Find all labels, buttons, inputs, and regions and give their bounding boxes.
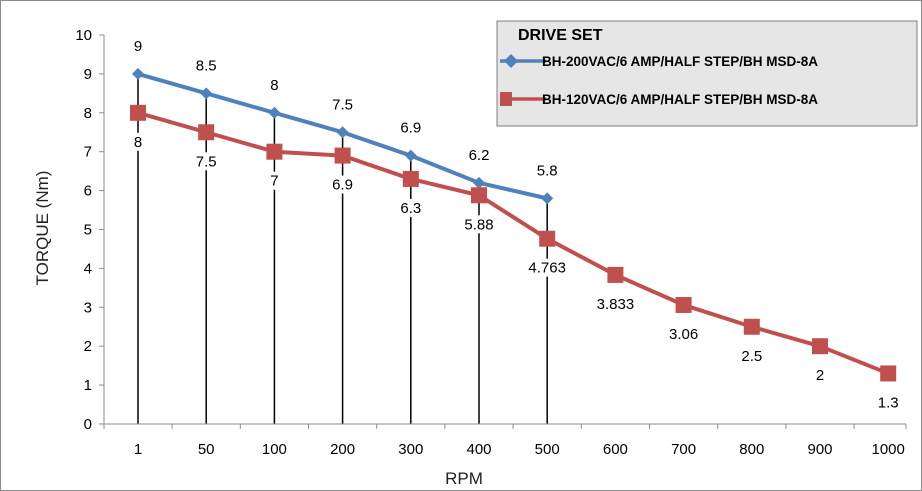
legend-box [496, 20, 918, 127]
y-tick-label: 8 [84, 105, 92, 122]
x-tick-label: 800 [739, 441, 764, 458]
y-tick-label: 7 [84, 144, 92, 161]
point-marker-series-2 [471, 187, 487, 204]
point-marker-series-1 [336, 126, 349, 139]
data-label-bg [661, 324, 706, 343]
data-label-series-2: 2 [816, 367, 824, 384]
point-marker-series-2 [266, 143, 283, 160]
y-tick-label: 5 [84, 222, 92, 239]
y-axis-title: TORQUE (Nm) [33, 171, 52, 286]
point-marker-series-2 [812, 338, 828, 355]
y-tick-label: 2 [84, 338, 92, 355]
point-marker-series-2 [539, 230, 556, 247]
x-tick-label: 50 [198, 441, 215, 458]
point-marker-series-1 [268, 106, 281, 119]
x-tick-label: 500 [535, 441, 560, 458]
x-tick-label: 400 [466, 441, 491, 458]
x-tick-label: 200 [330, 441, 355, 458]
data-label-series-2: 2.5 [741, 348, 762, 365]
point-marker-series-1 [404, 149, 417, 162]
data-label-series-2: 8 [134, 134, 142, 151]
data-label-bg [729, 346, 774, 365]
data-label-bg [320, 175, 365, 194]
legend-label-series-2: BH-120VAC/6 AMP/HALF STEP/BH MSD-8A [542, 92, 818, 107]
x-tick-label: 1 [134, 441, 142, 458]
y-tick-label: 0 [84, 416, 92, 433]
data-label-series-2: 7 [270, 173, 278, 190]
point-marker-series-2 [402, 170, 419, 187]
x-tick-label: 1000 [872, 441, 905, 458]
y-tick-label: 9 [84, 66, 92, 83]
data-label-series-1: 5.8 [537, 162, 558, 179]
data-label-bg [866, 393, 911, 412]
y-tick-label: 4 [84, 260, 92, 277]
data-label-series-1: 8.5 [196, 57, 217, 74]
y-tick-label: 3 [84, 299, 92, 316]
data-label-bg [252, 171, 297, 190]
y-tick-label: 6 [84, 183, 92, 200]
legend: DRIVE SET BH-200VAC/6 AMP/HALF STEP/BH M… [496, 20, 918, 127]
y-tick-label: 10 [75, 27, 92, 44]
legend-title: DRIVE SET [518, 27, 603, 44]
y-tick-label: 1 [84, 377, 92, 394]
data-label-series-1: 6.2 [469, 147, 490, 164]
point-marker-series-2 [198, 124, 215, 141]
data-label-bg [457, 215, 501, 234]
point-marker-series-2 [675, 296, 692, 313]
legend-marker-series-1 [504, 54, 518, 68]
x-tick-label: 100 [262, 441, 287, 458]
data-label-series-2: 1.3 [878, 394, 899, 411]
point-marker-series-1 [132, 67, 144, 80]
data-label-series-2: 6.9 [332, 177, 353, 194]
data-label-bg [116, 36, 160, 55]
point-marker-series-1 [200, 87, 213, 100]
x-tick-label: 700 [671, 441, 696, 458]
series-line-2 [137, 110, 889, 376]
data-label-bg [388, 198, 433, 217]
point-marker-series-1 [473, 176, 485, 189]
point-marker-series-2 [743, 318, 760, 335]
data-label-series-2: 3.833 [597, 296, 635, 313]
data-label-series-2: 3.06 [669, 326, 698, 343]
point-marker-series-2 [880, 365, 897, 382]
x-tick-label: 600 [603, 441, 628, 458]
data-label-series-2: 6.3 [400, 200, 421, 217]
plot-axes [99, 34, 907, 429]
legend-label-series-1: BH-200VAC/6 AMP/HALF STEP/BH MSD-8A [542, 54, 818, 69]
data-label-bg [388, 118, 433, 137]
data-label-series-1: 8 [270, 77, 278, 94]
legend-marker-series-2 [500, 92, 512, 106]
data-label-bg [525, 258, 570, 277]
data-label-bg [320, 95, 365, 114]
series-markers [130, 67, 897, 382]
data-label-bg [184, 56, 229, 75]
x-tick-label: 900 [807, 441, 832, 458]
point-marker-series-2 [607, 266, 624, 283]
data-label-bg [184, 152, 229, 171]
data-label-series-2: 7.5 [196, 153, 217, 170]
x-tick-label: 300 [398, 441, 423, 458]
data-labels: 98.587.56.96.25.887.57 6.96.35.884.7633.8… [116, 36, 911, 412]
point-marker-series-1 [541, 192, 554, 205]
data-label-bg [252, 75, 297, 94]
data-label-bg [457, 145, 501, 164]
data-label-bg [798, 366, 842, 385]
x-axis-title: RPM [445, 469, 483, 488]
tick-labels: 0 1 2 3 4 5 6 7 8 9 10 1 50 100 200 300 400 500 600 700 800 9… [75, 27, 905, 458]
data-label-series-1: 6.9 [400, 120, 421, 137]
data-label-bg [525, 161, 570, 180]
point-marker-series-2 [130, 104, 146, 121]
point-marker-series-2 [334, 147, 351, 164]
data-label-series-2: 4.763 [528, 260, 566, 277]
data-label-series-1: 9 [134, 38, 142, 55]
data-label-series-2: 5.88 [464, 216, 493, 233]
data-label-bg [116, 132, 160, 151]
data-label-bg [593, 294, 638, 313]
data-label-series-1: 7.5 [332, 96, 353, 113]
